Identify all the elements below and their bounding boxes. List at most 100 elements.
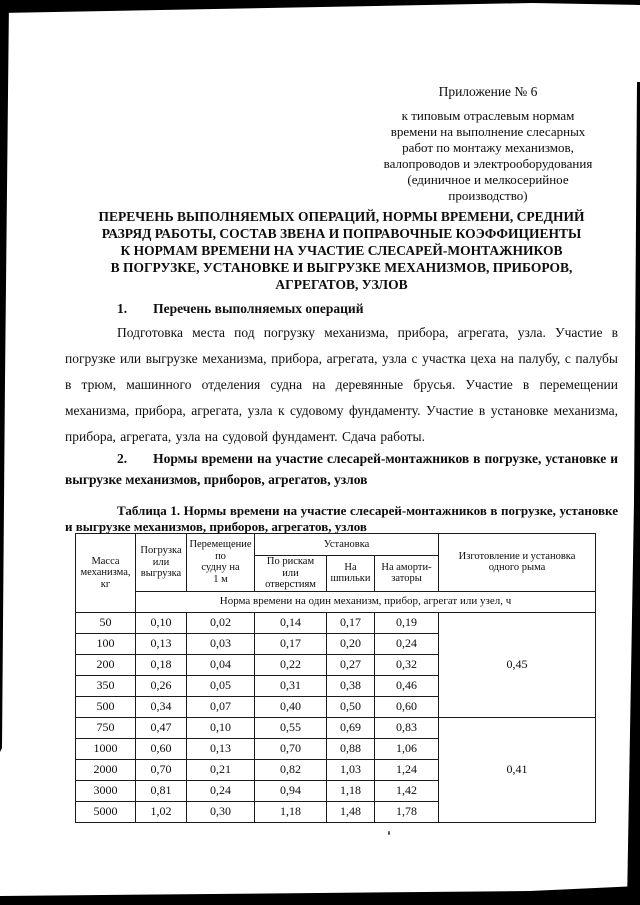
scan-edge-bottom bbox=[0, 886, 640, 905]
studs-cell: 0,88 bbox=[326, 737, 375, 760]
studs-cell: 0,20 bbox=[326, 632, 375, 655]
mass-cell: 200 bbox=[75, 653, 136, 676]
mass-cell: 3000 bbox=[75, 779, 136, 802]
move-cell: 0,04 bbox=[186, 653, 255, 676]
scan-edge-top bbox=[0, 0, 640, 13]
move-cell: 0,03 bbox=[186, 632, 255, 655]
shock-cell: 1,42 bbox=[373, 779, 440, 802]
appendix-block: Приложение № 6 к типовым отраслевым норм… bbox=[352, 84, 624, 204]
move-cell: 0,02 bbox=[186, 611, 255, 634]
mass-cell: 100 bbox=[75, 632, 136, 655]
marks-cell: 0,22 bbox=[254, 653, 327, 676]
mass-cell: 2000 bbox=[75, 758, 136, 781]
load-cell: 0,10 bbox=[135, 611, 187, 634]
mass-cell: 1000 bbox=[75, 737, 136, 760]
table-header-row-2: По рискам или отверстиям На шпильки На а… bbox=[76, 555, 596, 592]
marks-cell: 0,70 bbox=[254, 737, 327, 760]
mass-cell: 500 bbox=[75, 695, 136, 718]
marks-header-cell: По рискам или отверстиям bbox=[254, 555, 327, 592]
shock-cell: 1,24 bbox=[373, 758, 440, 781]
scan-speck-artifact bbox=[388, 831, 390, 835]
move-cell: 0,13 bbox=[186, 737, 255, 760]
table-caption: Таблица 1. Нормы времени на участие слес… bbox=[65, 503, 618, 534]
appendix-number: Приложение № 6 bbox=[438, 84, 538, 99]
studs-cell: 1,18 bbox=[326, 779, 375, 802]
table-row: 3000 0,81 0,24 0,94 1,18 1,42 bbox=[75, 779, 596, 802]
mass-header-cell: Масса механизма, кг bbox=[75, 533, 136, 613]
shock-cell: 0,19 bbox=[373, 611, 440, 634]
norms-table: Масса механизма, кг Погрузка или выгрузк… bbox=[75, 533, 597, 823]
load-cell: 0,81 bbox=[135, 779, 187, 802]
load-cell: 0,60 bbox=[135, 737, 187, 760]
section-1-title: Перечень выполняемых операций bbox=[153, 301, 364, 316]
load-cell: 0,34 bbox=[135, 695, 187, 718]
norm-note-cell: Норма времени на один механизм, прибор, … bbox=[134, 590, 597, 613]
studs-cell: 1,48 bbox=[326, 800, 375, 823]
rym-value-cell: 0,45 bbox=[438, 611, 597, 718]
section-2-title: Нормы времени на участие слесарей-монтаж… bbox=[65, 451, 618, 487]
shock-cell: 0,24 bbox=[373, 632, 440, 655]
move-cell: 0,24 bbox=[186, 779, 255, 802]
table-row: 200 0,18 0,04 0,22 0,27 0,32 bbox=[75, 653, 596, 676]
marks-cell: 0,55 bbox=[254, 716, 327, 739]
install-group-header-cell: Установка bbox=[253, 533, 440, 556]
shock-cell: 0,32 bbox=[373, 653, 440, 676]
studs-cell: 1,03 bbox=[326, 758, 375, 781]
studs-cell: 0,69 bbox=[326, 716, 375, 739]
marks-cell: 0,14 bbox=[254, 611, 327, 634]
section-1-number: 1. bbox=[117, 301, 128, 316]
shock-header-cell: На аморти- заторы bbox=[373, 555, 440, 592]
load-header-cell: Погрузка или выгрузка bbox=[135, 533, 187, 592]
move-cell: 0,10 bbox=[186, 716, 255, 739]
move-cell: 0,21 bbox=[186, 758, 255, 781]
mass-cell: 50 bbox=[75, 611, 136, 634]
scan-edge-right bbox=[627, 82, 640, 905]
move-header-cell: Перемещение по судну на 1 м bbox=[186, 533, 255, 592]
move-cell: 0,07 bbox=[186, 695, 255, 718]
table-row: 100 0,13 0,03 0,17 0,20 0,24 bbox=[75, 632, 596, 655]
mass-cell: 5000 bbox=[75, 800, 136, 823]
shock-cell: 0,83 bbox=[373, 716, 440, 739]
table-row: 1000 0,60 0,13 0,70 0,88 1,06 bbox=[75, 737, 596, 760]
load-cell: 0,13 bbox=[135, 632, 187, 655]
table-row: 750 0,47 0,10 0,55 0,69 0,83 0,41 bbox=[75, 716, 597, 823]
studs-cell: 0,27 bbox=[326, 653, 375, 676]
section-1-paragraph: Подготовка места под погрузку механизма,… bbox=[65, 325, 618, 444]
table-header-row-1: Масса механизма, кг Погрузка или выгрузк… bbox=[75, 533, 597, 613]
studs-cell: 0,50 bbox=[326, 695, 375, 718]
load-cell: 1,02 bbox=[135, 800, 187, 823]
shock-cell: 1,78 bbox=[373, 800, 440, 823]
table-row: 50 0,10 0,02 0,14 0,17 0,19 0,45 bbox=[75, 611, 597, 718]
move-cell: 0,30 bbox=[186, 800, 255, 823]
marks-cell: 1,18 bbox=[254, 800, 327, 823]
load-cell: 0,26 bbox=[135, 674, 187, 697]
studs-cell: 0,38 bbox=[326, 674, 375, 697]
section-2-heading: 2. Нормы времени на участие слесарей-монт… bbox=[65, 448, 618, 490]
shock-cell: 0,60 bbox=[373, 695, 440, 718]
table-row: 5000 1,02 0,30 1,18 1,48 1,78 bbox=[75, 800, 596, 823]
marks-cell: 0,82 bbox=[254, 758, 327, 781]
move-cell: 0,05 bbox=[186, 674, 255, 697]
document-title: ПЕРЕЧЕНЬ ВЫПОЛНЯЕМЫХ ОПЕРАЦИЙ, НОРМЫ ВРЕ… bbox=[98, 209, 585, 292]
appendix-reference: к типовым отраслевым нормам времени на в… bbox=[383, 108, 593, 203]
section-1-heading: 1. Перечень выполняемых операций bbox=[65, 301, 618, 317]
marks-cell: 0,40 bbox=[254, 695, 327, 718]
shock-cell: 0,46 bbox=[373, 674, 440, 697]
mass-cell: 350 bbox=[75, 674, 136, 697]
mass-cell: 750 bbox=[75, 716, 136, 739]
load-cell: 0,18 bbox=[135, 653, 187, 676]
studs-cell: 0,17 bbox=[326, 611, 375, 634]
studs-header-cell: На шпильки bbox=[326, 555, 375, 592]
table-header-row-3: Норма времени на один механизм, прибор, … bbox=[76, 590, 597, 613]
load-cell: 0,70 bbox=[135, 758, 187, 781]
table-row: 350 0,26 0,05 0,31 0,38 0,46 bbox=[75, 674, 596, 697]
shock-cell: 1,06 bbox=[373, 737, 440, 760]
section-2-number: 2. bbox=[117, 451, 128, 466]
load-cell: 0,47 bbox=[135, 716, 187, 739]
scan-edge-left bbox=[0, 0, 9, 752]
rym-header-cell: Изготовление и установка одного рыма bbox=[438, 533, 597, 592]
marks-cell: 0,17 bbox=[254, 632, 327, 655]
rym-value-cell: 0,41 bbox=[438, 716, 597, 823]
marks-cell: 0,94 bbox=[254, 779, 327, 802]
